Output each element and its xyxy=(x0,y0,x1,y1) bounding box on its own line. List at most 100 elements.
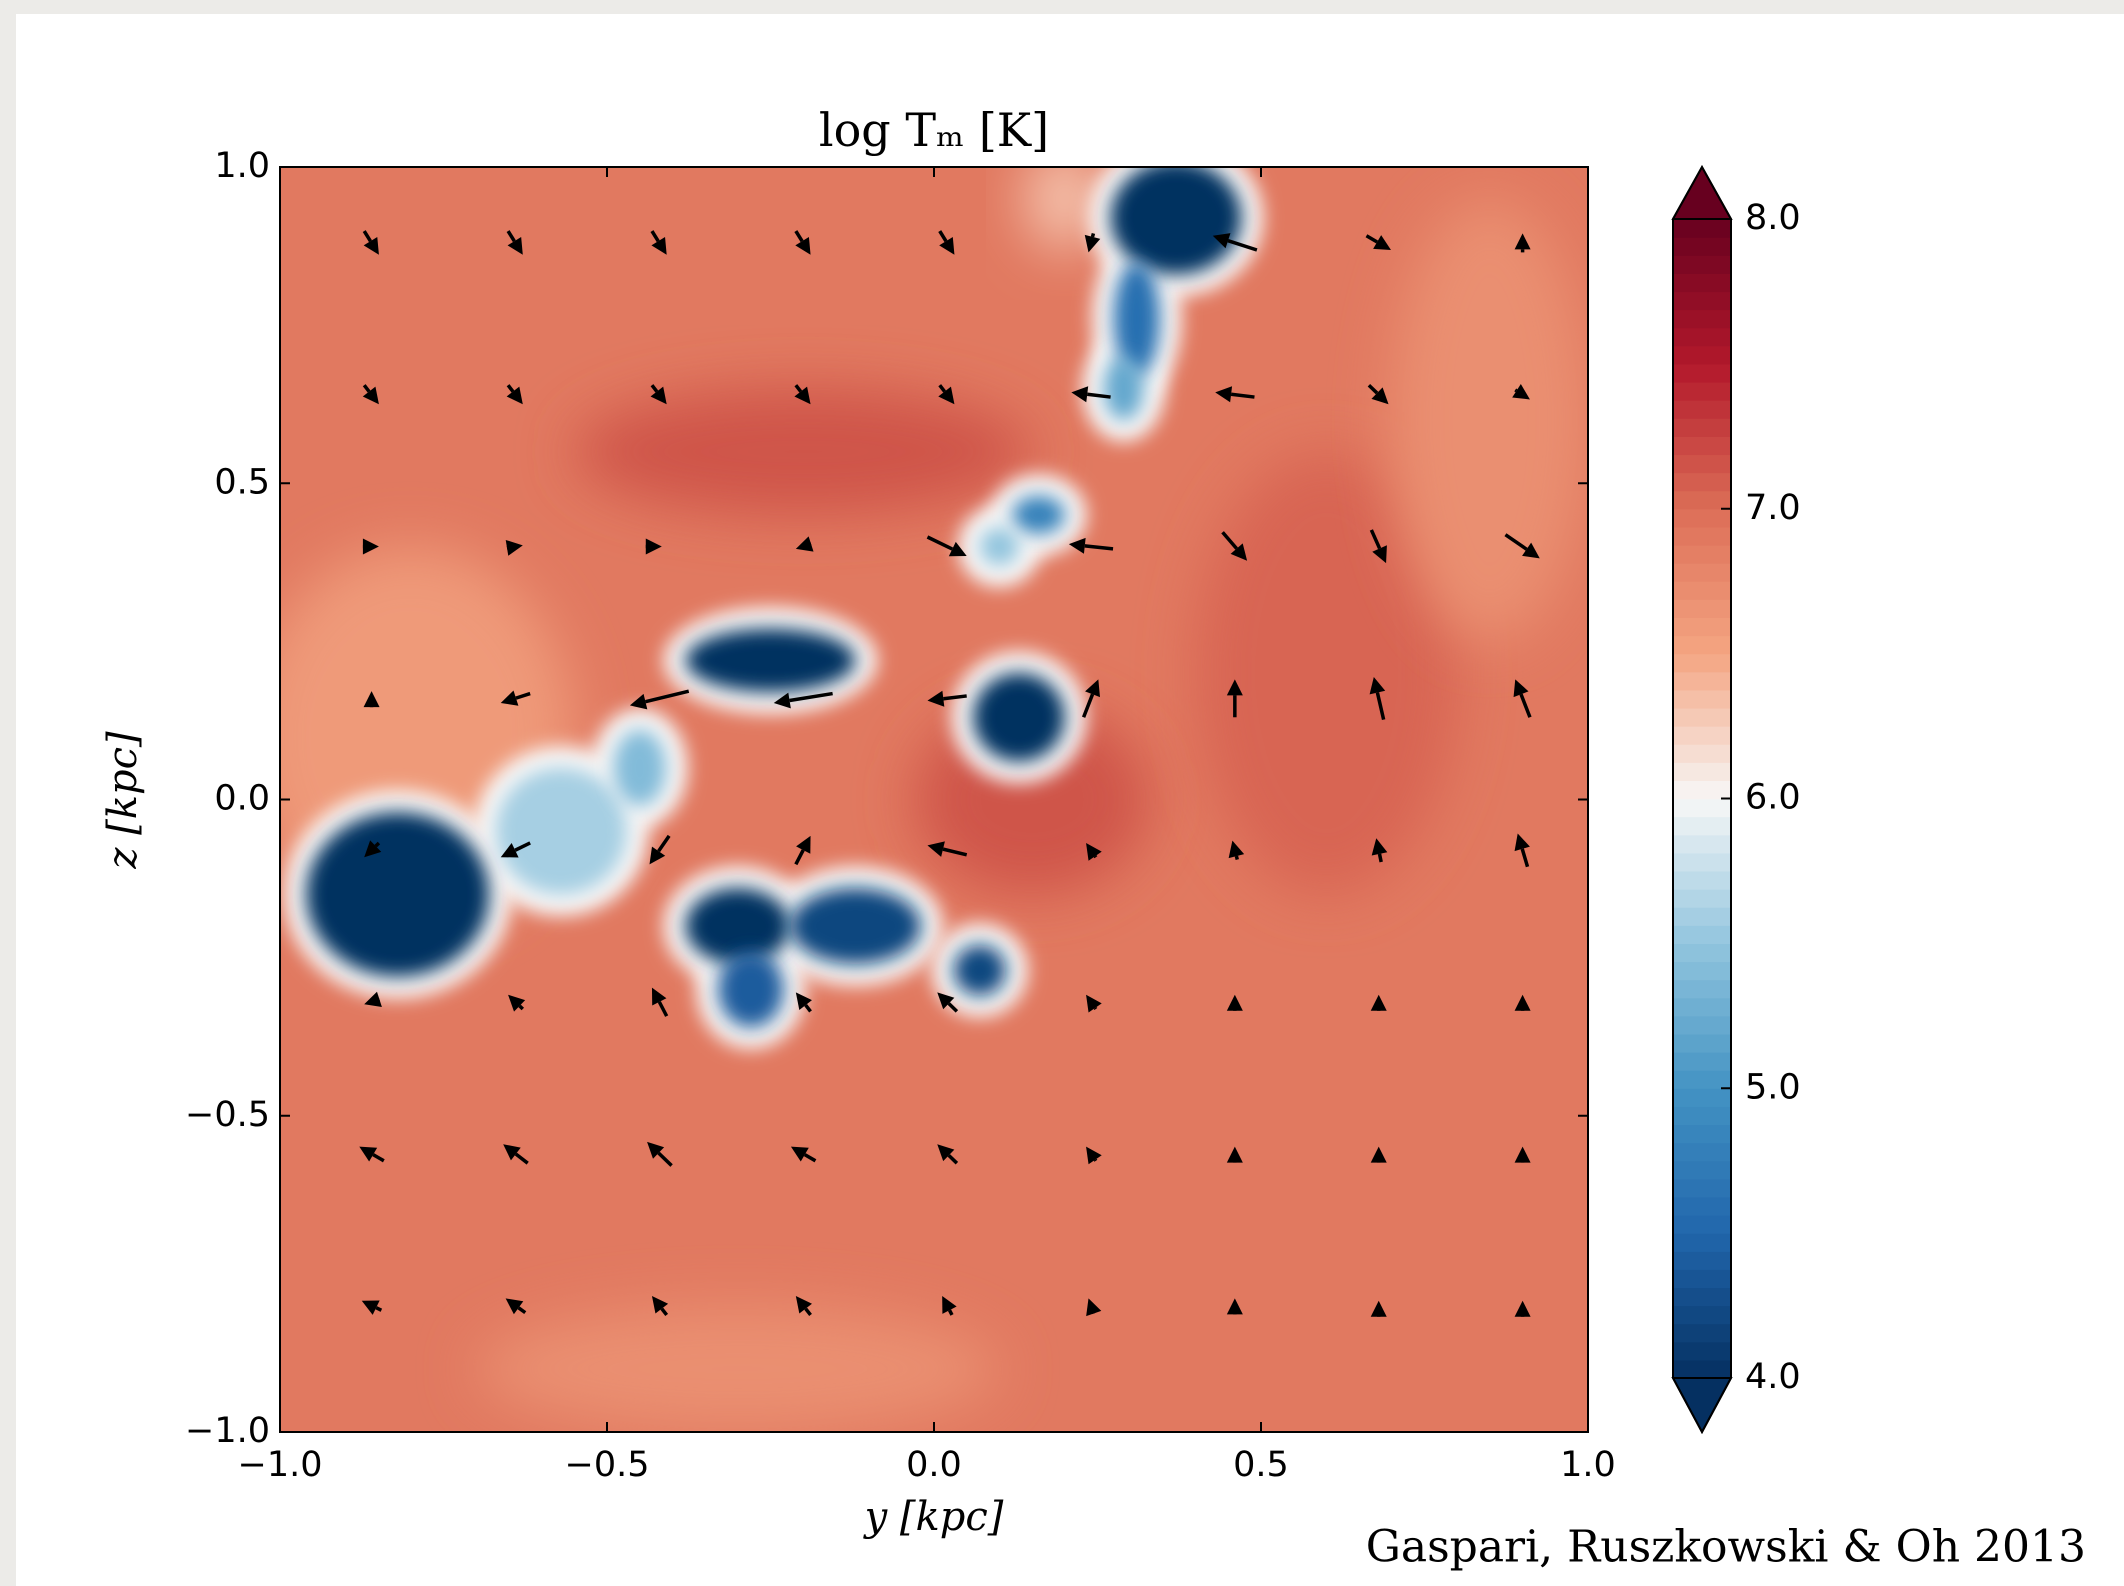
cold-cloud xyxy=(1113,261,1160,376)
arrow-head xyxy=(773,692,791,709)
arrow-head xyxy=(939,236,955,255)
colorbar-band xyxy=(1673,599,1731,619)
arrow-shaft xyxy=(1234,855,1239,861)
colorbar-band xyxy=(1673,1341,1731,1361)
colorbar-band xyxy=(1673,834,1731,854)
arrow-shaft xyxy=(362,384,371,393)
y-tick-label: −1.0 xyxy=(185,1411,270,1451)
arrow-head xyxy=(1230,543,1248,561)
colorbar-band xyxy=(1673,707,1731,727)
arrow-shaft xyxy=(506,230,516,243)
arrow-shaft xyxy=(1087,392,1111,399)
arrow-shaft xyxy=(1365,234,1379,244)
arrow-head xyxy=(1212,233,1231,249)
arrow-head xyxy=(1514,994,1531,1011)
temperature-region xyxy=(476,1305,1000,1432)
arrow-shaft xyxy=(1090,232,1096,238)
arrow-shaft xyxy=(947,1002,959,1013)
arrow-shaft xyxy=(1093,855,1098,859)
arrow-head xyxy=(359,1146,378,1162)
y-tick-label: 1.0 xyxy=(214,146,270,186)
cold-cloud xyxy=(613,729,666,806)
arrow-head xyxy=(1226,1146,1243,1163)
colorbar-band xyxy=(1673,689,1731,709)
colorbar-band xyxy=(1673,961,1731,981)
arrow-shaft xyxy=(1375,692,1386,721)
arrow-shaft xyxy=(1519,693,1532,718)
arrow-shaft xyxy=(1367,383,1379,395)
arrow-head xyxy=(507,236,523,255)
arrow-shaft xyxy=(947,1309,954,1316)
arrow-shaft xyxy=(804,1307,812,1317)
arrow-shaft xyxy=(514,1152,529,1165)
arrows xyxy=(359,230,1540,1317)
arrow-shaft xyxy=(943,694,967,701)
arrow-head xyxy=(1514,1146,1531,1163)
cold-cloud xyxy=(1104,356,1144,420)
arrow-shaft xyxy=(506,384,515,393)
colorbar-band xyxy=(1673,1233,1731,1252)
arrow-head xyxy=(647,1141,665,1159)
arrow-head xyxy=(505,539,523,556)
cold-cloud xyxy=(1012,495,1065,534)
colorbar-band xyxy=(1673,798,1731,818)
credit: Gaspari, Ruszkowski & Oh 2013 xyxy=(1366,1522,2086,1573)
colorbar-band xyxy=(1673,219,1731,238)
colorbar-tick-label: 8.0 xyxy=(1745,198,1801,238)
colorbar-band xyxy=(1673,544,1731,564)
temperature-region xyxy=(1195,451,1458,895)
colorbar-band xyxy=(1673,255,1731,274)
colorbar-band xyxy=(1673,1106,1731,1126)
arrow-shaft xyxy=(804,1003,812,1013)
axes: −1.0 −0.5 0.0 0.5 1.0 −1.0 −0.5 0.0 0.5 1.0 4.0 5.0… xyxy=(185,146,1801,1485)
colorbar-band xyxy=(1673,617,1731,637)
arrow-shaft xyxy=(657,1151,673,1167)
x-tick-label: −0.5 xyxy=(565,1445,650,1485)
cold-cloud xyxy=(306,812,490,977)
arrow-head xyxy=(651,987,667,1006)
arrow-shaft xyxy=(660,1307,669,1317)
colorbar-band xyxy=(1673,581,1731,600)
arrow-head xyxy=(629,693,648,710)
y-tick-label: 0.5 xyxy=(214,462,270,502)
arrow-head xyxy=(1514,1300,1531,1317)
colorbar-tick-label: 5.0 xyxy=(1745,1067,1801,1107)
colorbar-band xyxy=(1673,273,1731,293)
arrow-shaft xyxy=(938,230,948,243)
arrow-shaft xyxy=(942,847,968,857)
arrow-shaft xyxy=(1230,392,1255,399)
arrow-shaft xyxy=(514,841,531,852)
colorbar-band xyxy=(1673,381,1731,401)
arrow-head xyxy=(794,386,811,405)
colorbar-band xyxy=(1673,1269,1731,1289)
cold-cloud xyxy=(685,888,791,964)
temperature-region xyxy=(1391,198,1588,642)
colorbar-band xyxy=(1673,418,1731,437)
arrow-head xyxy=(795,236,811,255)
cold-cloud xyxy=(1110,167,1242,275)
colorbar-band xyxy=(1673,671,1731,691)
colorbar-band xyxy=(1673,1251,1731,1270)
colorbar-band xyxy=(1673,726,1731,745)
arrow-head xyxy=(364,991,382,1007)
arrow-head xyxy=(362,386,379,405)
arrow-head xyxy=(1514,833,1530,852)
colorbar-band xyxy=(1673,852,1731,872)
colorbar-band xyxy=(1673,400,1731,419)
colorbar-band xyxy=(1673,870,1731,890)
arrow-head xyxy=(1514,233,1531,250)
arrow-head xyxy=(503,1144,521,1161)
colorbar-band xyxy=(1673,1033,1731,1053)
arrow-head xyxy=(1215,386,1233,403)
colorbar-band xyxy=(1673,345,1731,365)
cold-cloud xyxy=(718,951,784,1028)
colorbar-band xyxy=(1673,780,1731,800)
arrow-head xyxy=(927,690,945,707)
arrow-shaft xyxy=(517,1306,527,1315)
arrow-head xyxy=(1086,842,1102,861)
arrow-head xyxy=(1086,1298,1102,1317)
x-axis-label: y [kpc] xyxy=(863,1494,1004,1540)
cold-cloud xyxy=(973,673,1065,762)
arrow-shaft xyxy=(1081,693,1095,718)
colorbar-band xyxy=(1673,635,1731,655)
